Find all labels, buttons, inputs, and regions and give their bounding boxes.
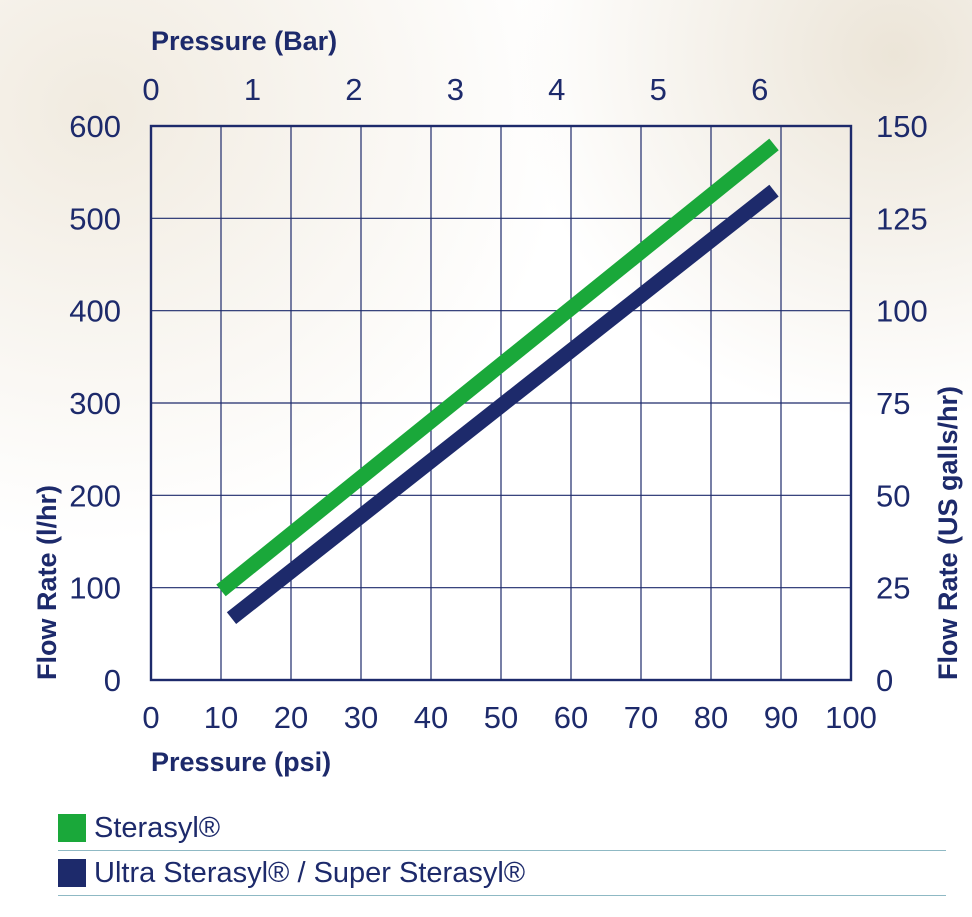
bottom-axis-title: Pressure (psi) [151,747,331,777]
bottom-axis-tick-label: 60 [554,700,588,735]
bottom-axis-tick-label: 50 [484,700,518,735]
bottom-axis-tick-label: 20 [274,700,308,735]
bottom-axis-tick-label: 40 [414,700,448,735]
legend-item-ultra-sterasyl: Ultra Sterasyl® / Super Sterasyl® [58,851,946,896]
right-axis-tick-label: 25 [876,571,910,606]
top-axis-tick-label: 1 [244,72,261,107]
left-axis-tick-label: 600 [69,109,121,144]
top-axis-title: Pressure (Bar) [151,26,337,56]
left-axis-tick-label: 400 [69,294,121,329]
legend-item-sterasyl: Sterasyl® [58,806,946,851]
bottom-axis-tick-label: 30 [344,700,378,735]
left-axis-tick-label: 100 [69,571,121,606]
right-axis-tick-label: 125 [876,201,928,236]
legend-swatch-sterasyl [58,814,86,842]
top-axis-tick-label: 5 [650,72,667,107]
series-line-sterasyl [216,138,779,597]
bottom-axis-tick-label: 10 [204,700,238,735]
left-axis-tick-label: 500 [69,201,121,236]
bottom-axis-tick-label: 100 [825,700,877,735]
right-axis-tick-label: 75 [876,386,910,421]
top-axis-tick-label: 6 [751,72,768,107]
right-axis-tick-label: 0 [876,663,893,698]
left-axis-tick-label: 0 [104,663,121,698]
legend-label-sterasyl: Sterasyl® [94,811,221,844]
top-axis-tick-label: 4 [548,72,565,107]
top-axis-tick-label: 2 [345,72,362,107]
top-axis-tick-label: 0 [142,72,159,107]
right-axis-title: Flow Rate (US galls/hr) [933,386,963,680]
bottom-axis-tick-label: 80 [694,700,728,735]
left-axis-title: Flow Rate (l/hr) [32,485,62,680]
series-line-ultra-sterasyl [226,184,779,625]
bottom-axis-tick-label: 0 [142,700,159,735]
top-axis-tick-label: 3 [447,72,464,107]
right-axis-tick-label: 50 [876,478,910,513]
bottom-axis-tick-label: 90 [764,700,798,735]
right-axis-tick-label: 150 [876,109,928,144]
left-axis-tick-label: 300 [69,386,121,421]
legend-swatch-ultra-sterasyl [58,859,86,887]
left-axis-tick-label: 200 [69,478,121,513]
right-axis-tick-label: 100 [876,294,928,329]
bottom-axis-tick-label: 70 [624,700,658,735]
legend: Sterasyl® Ultra Sterasyl® / Super Steras… [58,806,946,896]
legend-label-ultra-sterasyl: Ultra Sterasyl® / Super Sterasyl® [94,856,526,889]
